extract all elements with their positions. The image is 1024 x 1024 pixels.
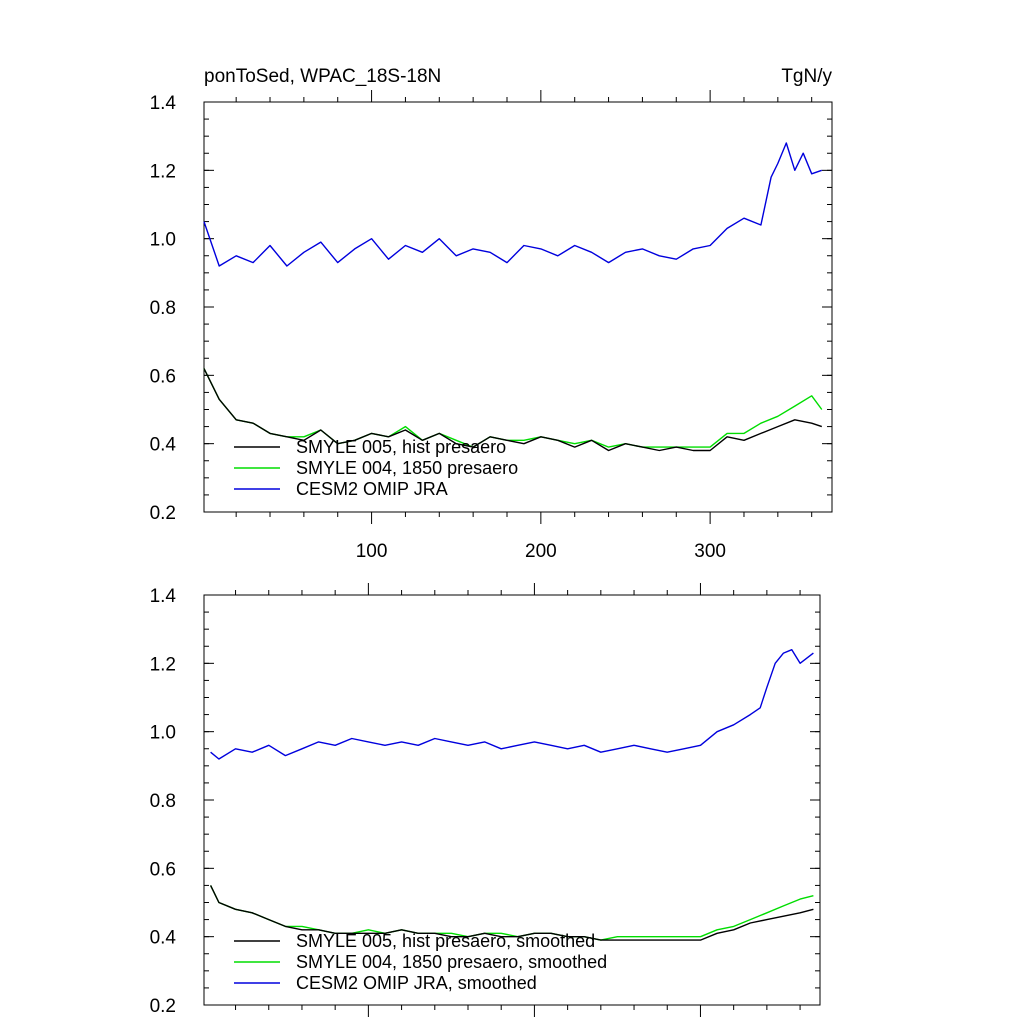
- x-tick-labels: 100 200 300: [356, 541, 726, 562]
- series-line-2: [210, 649, 814, 760]
- series-line-0: [209, 885, 814, 941]
- series-lines: [209, 649, 814, 941]
- series-line-2: [203, 142, 823, 267]
- y-tick-label: 0.2: [150, 996, 176, 1017]
- series-line-1: [203, 368, 823, 448]
- y-tick-label: 0.2: [150, 503, 176, 524]
- legend-label: SMYLE 005, hist presaero: [296, 437, 506, 457]
- series-line-0: [203, 368, 823, 452]
- bottom-panel: 0.2 0.4 0.6 0.8 1.0 1.2 1.4 SMYLE 005, hist pr…: [150, 583, 821, 1017]
- units-label: TgN/y: [781, 66, 832, 87]
- y-tick-label: 0.6: [150, 366, 176, 387]
- tick-marks: [204, 583, 820, 1017]
- y-tick-labels: 0.2 0.4 0.6 0.8 1.0 1.2 1.4: [150, 586, 177, 1017]
- chart-title: ponToSed, WPAC_18S-18N: [204, 66, 441, 87]
- x-tick-label: 300: [694, 541, 726, 562]
- y-tick-label: 1.4: [150, 586, 177, 607]
- tick-marks: [204, 90, 832, 524]
- y-tick-labels: 0.2 0.4 0.6 0.8 1.0 1.2 1.4: [150, 93, 177, 524]
- legend-label: SMYLE 004, 1850 presaero, smoothed: [296, 952, 607, 972]
- y-tick-label: 0.4: [150, 928, 177, 949]
- y-tick-label: 0.8: [150, 298, 176, 319]
- legend: SMYLE 005, hist presaero, smoothedSMYLE …: [234, 931, 607, 993]
- y-tick-label: 1.2: [150, 654, 176, 675]
- y-tick-label: 0.6: [150, 859, 176, 880]
- y-tick-label: 1.4: [150, 93, 177, 114]
- legend-label: SMYLE 005, hist presaero, smoothed: [296, 931, 595, 951]
- legend-label: CESM2 OMIP JRA, smoothed: [296, 973, 537, 993]
- top-panel: ponToSed, WPAC_18S-18N TgN/y 0.20.40.60.…: [150, 66, 833, 562]
- legend-label: CESM2 OMIP JRA: [296, 479, 448, 499]
- y-tick-label: 1.0: [150, 723, 176, 744]
- y-tick-label: 1.0: [150, 230, 176, 251]
- x-tick-label: 200: [525, 541, 557, 562]
- legend-label: SMYLE 004, 1850 presaero: [296, 458, 518, 478]
- y-tick-label: 0.4: [150, 435, 177, 456]
- y-tick-label: 1.2: [150, 161, 176, 182]
- series-line-1: [209, 885, 814, 941]
- y-tick-label: 0.8: [150, 791, 176, 812]
- series-lines: [203, 142, 823, 452]
- x-tick-label: 100: [356, 541, 388, 562]
